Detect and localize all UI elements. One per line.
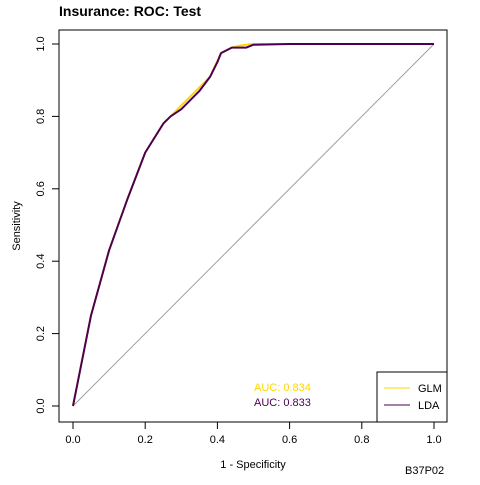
legend-box (376, 371, 448, 423)
x-tick-label: 0.8 (354, 434, 369, 446)
footer-code: B37P02 (405, 465, 444, 477)
x-axis: 0.0 0.2 0.4 0.6 0.8 1.0 (65, 421, 442, 446)
x-tick-label: 1.0 (426, 434, 441, 446)
y-tick-label: 1.0 (35, 36, 47, 51)
x-tick-label: 0.2 (138, 434, 153, 446)
y-tick-label: 0.4 (35, 254, 47, 269)
x-tick-label: 0.6 (282, 434, 297, 446)
y-axis: 0.0 0.2 0.4 0.6 0.8 1.0 (35, 36, 60, 414)
series-layer (72, 43, 434, 407)
x-tick-label: 0.4 (210, 434, 225, 446)
y-tick-label: 0.0 (35, 398, 47, 413)
y-tick-label: 0.6 (35, 181, 47, 196)
y-tick-label: 0.2 (35, 326, 47, 341)
legend-label-lda: LDA (418, 400, 440, 412)
series-line-lda (72, 43, 434, 407)
x-axis-label: 1 - Specificity (220, 459, 286, 471)
auc-labels: AUC: 0.834 AUC: 0.833 (254, 382, 311, 409)
legend-entries: GLM LDA (384, 383, 442, 412)
x-tick-label: 0.0 (65, 434, 80, 446)
y-tick-label: 0.8 (35, 109, 47, 124)
auc-label-glm: AUC: 0.834 (254, 382, 311, 394)
chart-title: Insurance: ROC: Test (59, 3, 201, 19)
legend-label-glm: GLM (418, 383, 442, 395)
legend: GLM LDA (376, 371, 448, 423)
diagonal-reference-line (72, 43, 435, 407)
auc-label-lda: AUC: 0.833 (254, 397, 311, 409)
diagonal-reference-layer (72, 43, 435, 407)
y-axis-label: Sensitivity (11, 201, 23, 251)
